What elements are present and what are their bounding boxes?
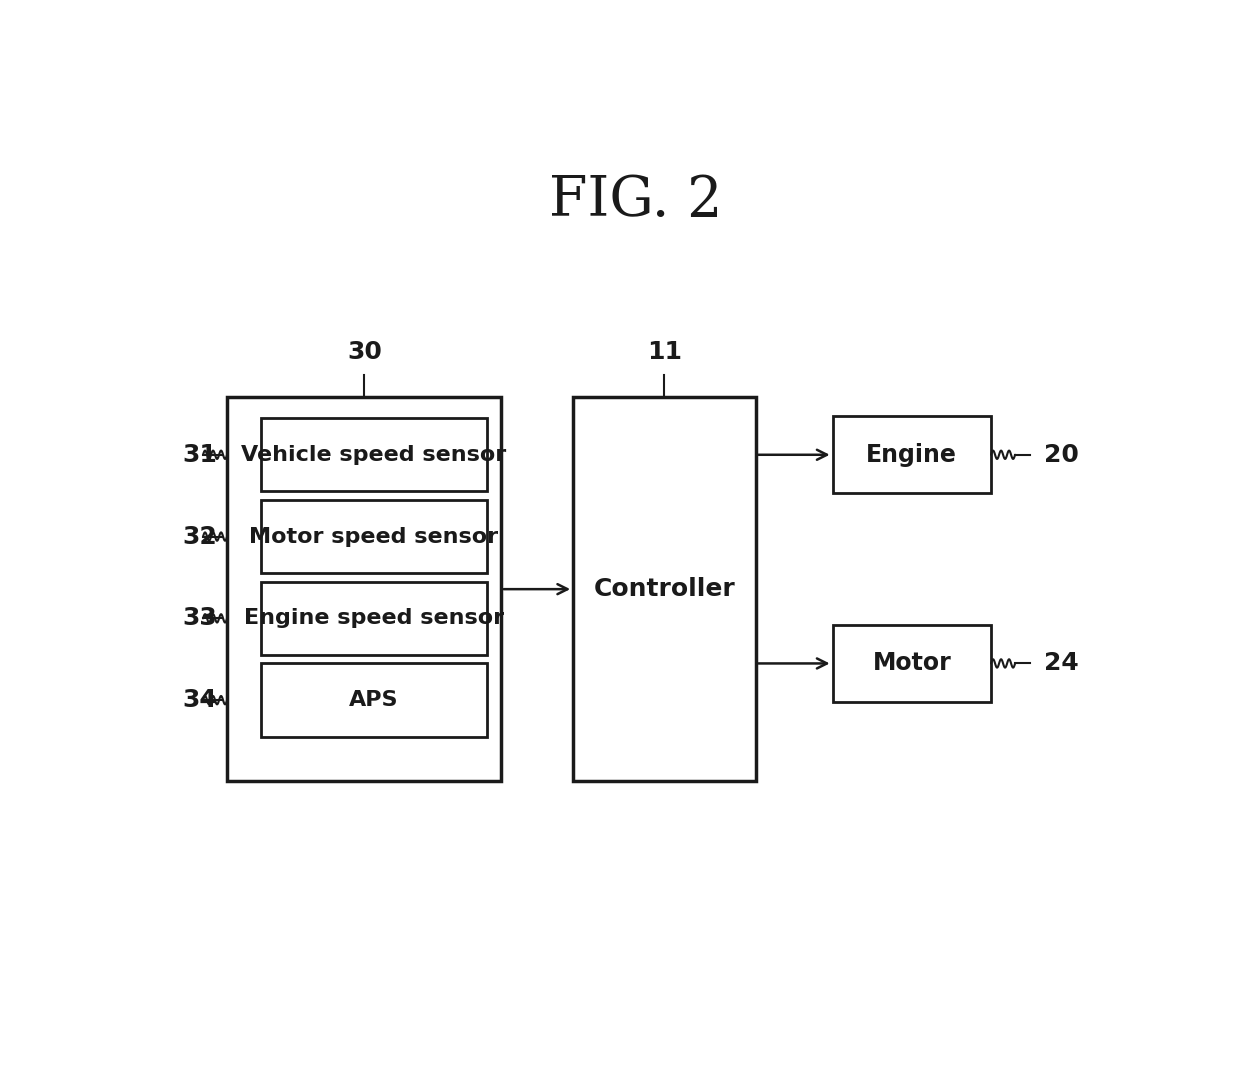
- Text: Controller: Controller: [594, 577, 735, 602]
- Text: 11: 11: [647, 339, 682, 364]
- Bar: [260, 663, 486, 737]
- Text: 32: 32: [182, 525, 217, 549]
- Bar: [260, 418, 486, 491]
- Bar: [573, 397, 755, 782]
- Text: Engine speed sensor: Engine speed sensor: [243, 608, 503, 629]
- Text: 34: 34: [182, 688, 217, 712]
- Bar: [832, 625, 991, 701]
- Text: Engine: Engine: [867, 442, 957, 467]
- Text: Motor: Motor: [873, 651, 951, 675]
- Text: 30: 30: [347, 339, 382, 364]
- Bar: [260, 500, 486, 573]
- Text: 20: 20: [1044, 442, 1079, 467]
- Text: FIG. 2: FIG. 2: [549, 173, 722, 229]
- Text: 24: 24: [1044, 651, 1079, 675]
- Text: APS: APS: [348, 691, 398, 710]
- Text: 33: 33: [182, 606, 217, 631]
- Text: 31: 31: [182, 442, 217, 467]
- Text: Motor speed sensor: Motor speed sensor: [249, 527, 498, 546]
- Bar: [832, 416, 991, 493]
- Bar: [227, 397, 501, 782]
- Bar: [260, 582, 486, 655]
- Text: Vehicle speed sensor: Vehicle speed sensor: [241, 444, 506, 465]
